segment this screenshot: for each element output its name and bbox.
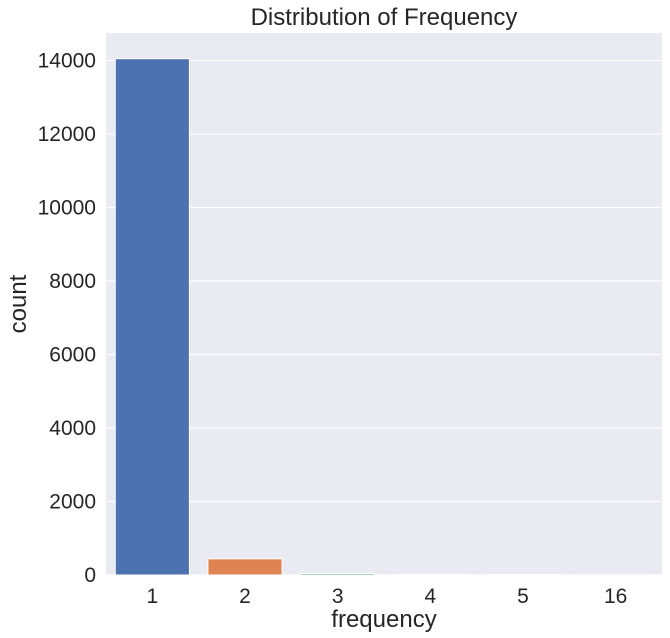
x-tick-label: 1 [146,585,158,608]
y-tick-label: 14000 [38,50,96,73]
bar-2 [207,558,283,576]
y-tick-label: 4000 [49,417,96,440]
bar-1 [114,58,190,576]
x-tick-label: 3 [332,585,344,608]
y-tick-label: 8000 [49,270,96,293]
chart-title: Distribution of Frequency [251,4,518,31]
x-tick-label: 16 [604,585,627,608]
y-tick-label: 6000 [49,344,96,367]
x-tick-label: 5 [517,585,529,608]
y-tick-label: 12000 [38,123,96,146]
y-axis-label: count [5,274,32,333]
x-tick-label: 4 [424,585,436,608]
bars [114,58,654,576]
y-tick-label: 10000 [38,197,96,220]
x-tick-labels: 1 2 3 4 5 16 [146,585,627,608]
y-tick-label: 0 [84,564,96,587]
bar-3 [300,573,376,576]
x-axis-label: frequency [331,606,436,633]
y-tick-label: 2000 [49,491,96,514]
y-tick-labels: 0 2000 4000 6000 8000 10000 12000 14000 [38,50,96,587]
plot-area [106,33,662,575]
x-tick-label: 2 [239,585,251,608]
gridlines [106,59,662,576]
